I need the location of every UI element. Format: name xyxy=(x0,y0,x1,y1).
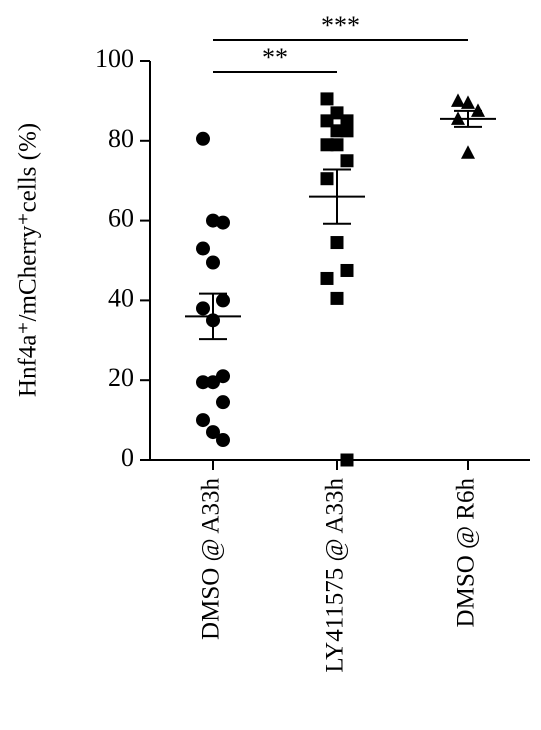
data-point xyxy=(196,413,210,428)
data-point xyxy=(461,95,475,109)
data-point xyxy=(330,138,344,152)
data-point xyxy=(216,433,230,448)
data-point xyxy=(320,172,334,186)
data-point xyxy=(340,124,354,138)
data-point xyxy=(330,291,344,305)
data-point xyxy=(216,215,230,230)
data-point xyxy=(340,263,354,277)
data-point xyxy=(216,395,230,410)
y-tick-label: 20 xyxy=(108,363,134,392)
data-point xyxy=(206,375,220,390)
data-point xyxy=(340,154,354,168)
y-tick-label: 80 xyxy=(108,124,134,153)
x-tick-label: LY411575 @ A33h xyxy=(322,478,349,673)
y-tick-label: 40 xyxy=(108,283,134,312)
data-point xyxy=(196,375,210,390)
data-point xyxy=(206,425,220,440)
data-point xyxy=(340,453,354,467)
y-axis-label: Hnf4a⁺/mCherry⁺cells (%) xyxy=(15,123,42,397)
data-point xyxy=(206,255,220,270)
data-point xyxy=(340,114,354,128)
data-point xyxy=(196,241,210,256)
data-point xyxy=(330,236,344,250)
data-point xyxy=(320,138,334,152)
y-tick-label: 0 xyxy=(121,443,134,472)
data-point xyxy=(196,301,210,316)
data-point xyxy=(330,124,344,138)
data-point xyxy=(461,145,475,159)
y-tick-label: 100 xyxy=(95,44,134,73)
x-tick-label: DMSO @ A33h xyxy=(198,478,225,640)
x-tick-label: DMSO @ R6h xyxy=(453,478,480,628)
significance-label: *** xyxy=(321,11,360,40)
y-tick-label: 60 xyxy=(108,204,134,233)
data-point xyxy=(216,293,230,308)
data-point xyxy=(330,106,344,120)
data-point xyxy=(451,93,465,107)
significance-label: ** xyxy=(262,43,288,72)
data-point xyxy=(196,131,210,146)
data-point xyxy=(320,271,334,285)
data-point xyxy=(320,92,334,106)
data-point xyxy=(320,114,334,128)
